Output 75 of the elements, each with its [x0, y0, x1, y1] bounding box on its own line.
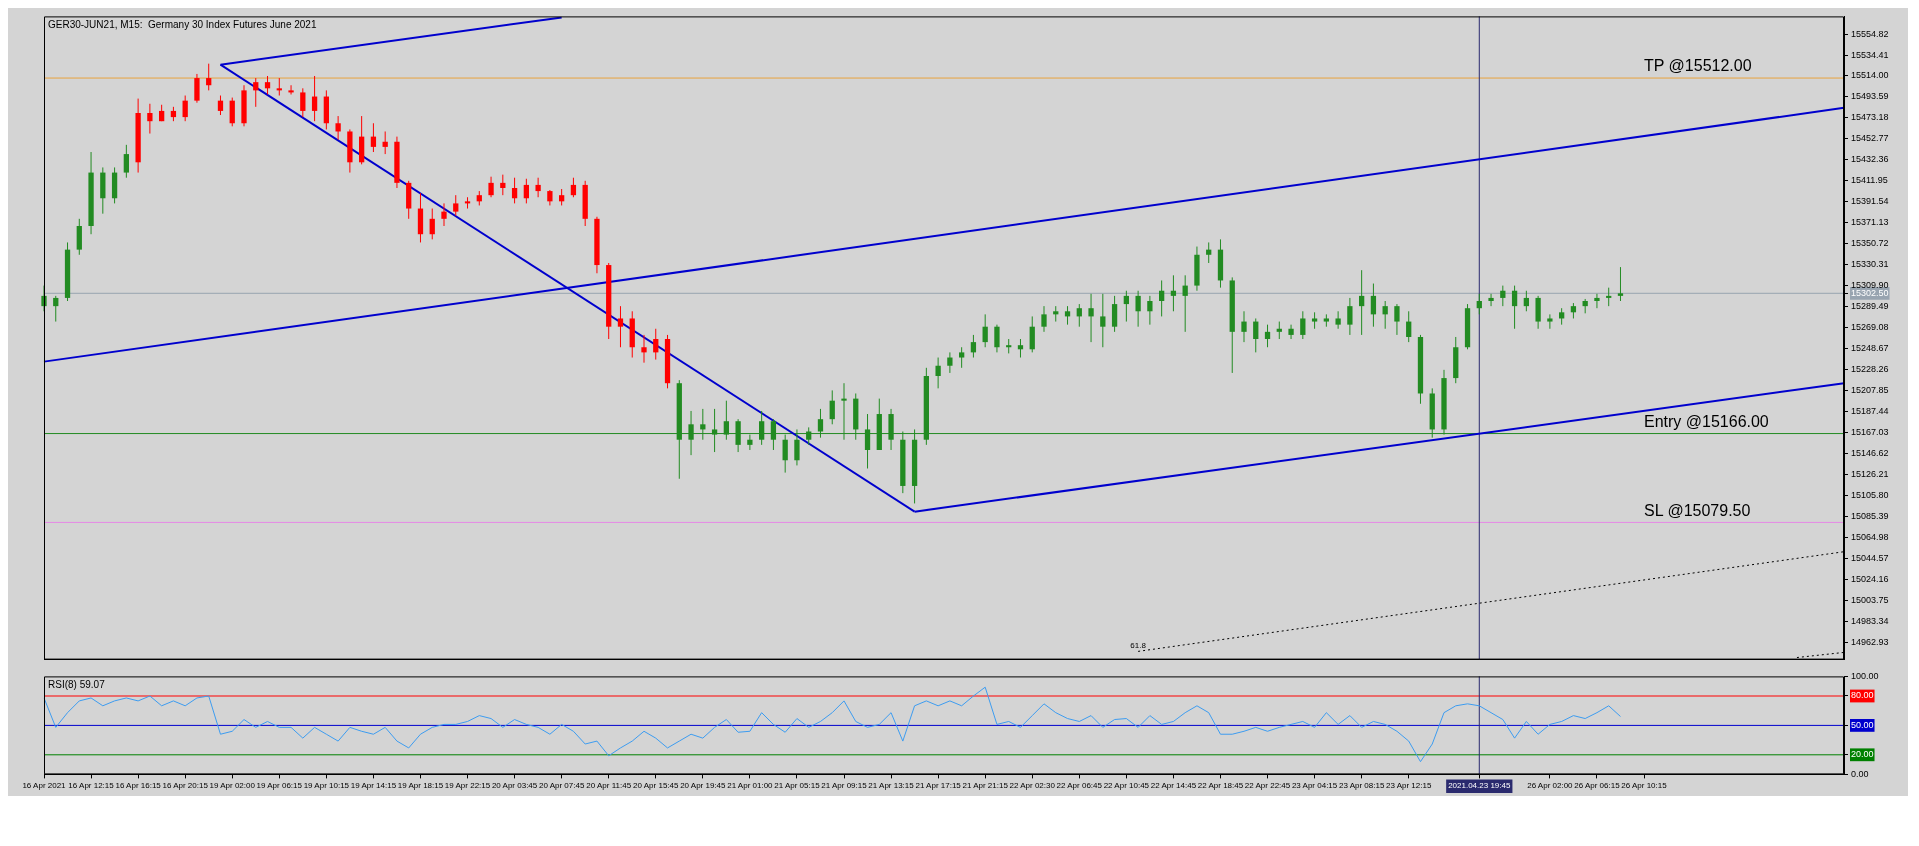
x-tick-label: 22 Apr 10:45	[1103, 781, 1150, 791]
x-tick-label: 23 Apr 08:15	[1338, 781, 1385, 791]
x-tick-label: 19 Apr 18:15	[397, 781, 444, 791]
x-tick-label: 16 Apr 12:15	[68, 781, 115, 791]
y-tick-label: 15207.85	[1851, 385, 1889, 396]
chart-title: RSI(8) 59.07	[48, 679, 106, 691]
x-tick-label: 26 Apr 02:00	[1527, 781, 1574, 791]
x-tick-label: 19 Apr 14:15	[350, 781, 397, 791]
y-tick-label: 15289.49	[1851, 301, 1889, 312]
y-tick-label: 15187.44	[1851, 406, 1889, 417]
x-tick-label: 22 Apr 18:45	[1197, 781, 1244, 791]
x-tick-label: 20 Apr 07:45	[538, 781, 585, 791]
y-tick-label: 50.00	[1851, 719, 1874, 730]
y-tick-label: 15003.75	[1851, 594, 1889, 605]
chart-title: GER30-JUN21, M15: Germany 30 Index Futures June 2021	[48, 19, 317, 31]
y-tick-label: 15126.21	[1851, 468, 1889, 479]
y-tick-label: 15085.39	[1851, 510, 1889, 521]
x-tick-label: 21 Apr 17:15	[915, 781, 962, 791]
x-tick-label: 19 Apr 10:15	[303, 781, 350, 791]
y-tick-label: 15514.00	[1851, 70, 1889, 81]
x-tick-label: 22 Apr 22:45	[1244, 781, 1291, 791]
x-tick-label: 21 Apr 09:15	[821, 781, 868, 791]
x-tick-label: 26 Apr 10:15	[1621, 781, 1668, 791]
y-tick-label: 15269.08	[1851, 322, 1889, 333]
x-tick-label: 20 Apr 19:45	[680, 781, 727, 791]
y-tick-label: 15228.26	[1851, 364, 1889, 375]
y-tick-label: 15044.57	[1851, 552, 1889, 563]
x-tick-label: 19 Apr 06:15	[256, 781, 303, 791]
y-tick-label: 14962.93	[1851, 636, 1889, 647]
y-tick-label: 15411.95	[1851, 175, 1888, 186]
y-tick-label: 15167.03	[1851, 426, 1889, 437]
x-tick-label: 22 Apr 14:45	[1150, 781, 1197, 791]
y-tick-label: 15248.67	[1851, 343, 1889, 354]
x-tick-label: 21 Apr 05:15	[774, 781, 821, 791]
y-tick-label: 100.00	[1851, 670, 1879, 681]
ref-line-label: Entry @15166.00	[1644, 412, 1769, 430]
y-tick-label: 15302.50	[1851, 287, 1889, 298]
x-tick-label: 16 Apr 2021	[22, 781, 67, 791]
y-tick-label: 14983.34	[1851, 615, 1889, 626]
y-tick-label: 15064.98	[1851, 531, 1889, 542]
y-tick-label: 15146.62	[1851, 447, 1889, 458]
y-tick-label: 15554.82	[1851, 28, 1889, 39]
x-tick-label: 20 Apr 15:45	[633, 781, 679, 791]
x-tick-label: 21 Apr 01:00	[727, 781, 774, 791]
x-tick-label: 16 Apr 16:15	[115, 781, 162, 791]
y-tick-label: 15391.54	[1851, 196, 1889, 207]
x-tick-label: 23 Apr 12:15	[1386, 781, 1432, 791]
y-tick-label: 15452.77	[1851, 133, 1889, 144]
y-tick-label: 15473.18	[1851, 112, 1889, 123]
y-tick-label: 0.00	[1851, 768, 1869, 779]
y-tick-label: 15350.72	[1851, 238, 1889, 249]
y-tick-label: 15330.31	[1851, 259, 1889, 270]
series-label: 61.8	[1130, 640, 1147, 650]
y-tick-label: 80.00	[1851, 690, 1874, 701]
x-tick-label: 23 Apr 04:15	[1291, 781, 1338, 791]
x-tick-label: 22 Apr 02:30	[1009, 781, 1056, 791]
x-tick-label: 16 Apr 20:15	[162, 781, 209, 791]
y-tick-label: 15105.80	[1851, 489, 1889, 500]
x-tick-label: 20 Apr 03:45	[491, 781, 538, 791]
x-tick-label: 2021.04.23 19:45	[1448, 781, 1511, 791]
y-tick-label: 15432.36	[1851, 154, 1889, 165]
y-tick-label: 15371.13	[1851, 217, 1889, 228]
y-tick-label: 15493.59	[1851, 91, 1889, 102]
x-tick-label: 21 Apr 21:15	[962, 781, 1009, 791]
x-tick-label: 26 Apr 06:15	[1574, 781, 1621, 791]
y-tick-label: 15534.41	[1851, 49, 1889, 60]
y-tick-label: 15024.16	[1851, 573, 1889, 584]
x-tick-label: 20 Apr 11:45	[586, 781, 632, 791]
x-tick-label: 22 Apr 06:45	[1056, 781, 1103, 791]
x-tick-label: 19 Apr 22:15	[444, 781, 491, 791]
x-tick-label: 21 Apr 13:15	[868, 781, 915, 791]
ref-line-label: SL @15079.50	[1644, 501, 1751, 519]
y-tick-label: 20.00	[1851, 749, 1874, 760]
x-tick-label: 19 Apr 02:00	[209, 781, 256, 791]
ref-line-label: TP @15512.00	[1644, 57, 1752, 75]
